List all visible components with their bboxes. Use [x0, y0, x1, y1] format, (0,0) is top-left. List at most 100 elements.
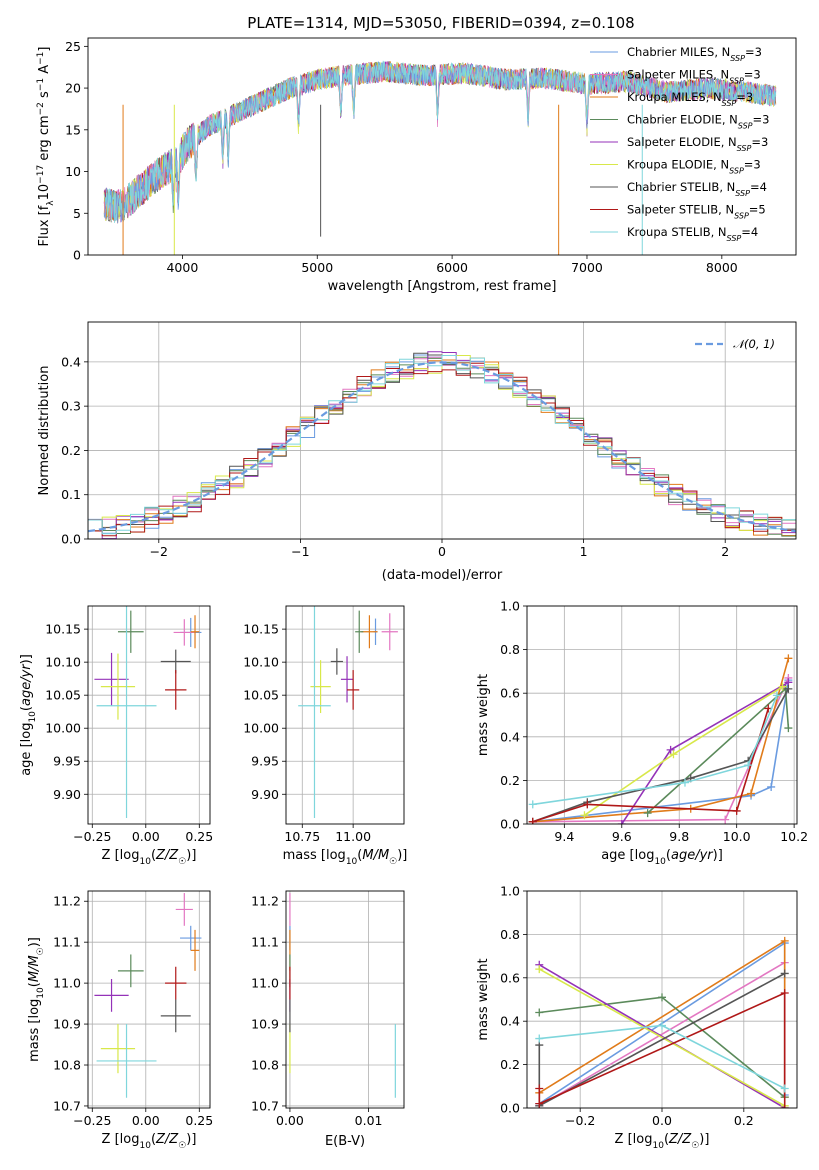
weight-vs-z-marker: [535, 965, 544, 974]
weight-vs-z-marker: [780, 1084, 789, 1093]
spectrum-xlabel: wavelength [Angstrom, rest frame]: [328, 279, 557, 294]
mass-vs-ebv-frame: [285, 890, 405, 1109]
weight-vs-age-marker: [784, 724, 793, 733]
weight-vs-age-marker: [528, 817, 537, 824]
spectrum-xtick-label: 6000: [436, 260, 468, 275]
weight-vs-z-xlabel: Z [log10(Z/Z☉)]: [615, 1132, 710, 1151]
legend-entry: Chabrier ELODIE, NSSP=3: [627, 113, 769, 131]
mass-vs-z-ytick-label: 10.9: [53, 1017, 81, 1032]
spectrum-xtick-label: 8000: [706, 260, 738, 275]
weight-vs-z-marker: [780, 1104, 789, 1108]
weight-vs-age-marker: [767, 782, 776, 791]
weight-vs-age-marker: [721, 815, 730, 824]
hist-xlabel: (data-model)/error: [382, 568, 503, 583]
age-vs-mass-ytick-label: 9.90: [251, 787, 279, 802]
weight-vs-age-xlabel: age [log10(age/yr)]: [601, 848, 723, 867]
weight-vs-age-marker: [666, 745, 675, 754]
mass-vs-ebv-ytick-label: 11.1: [251, 935, 279, 950]
weight-vs-z-ytick-label: 0.8: [500, 927, 520, 942]
residual-hist-ytick-label: 0.1: [61, 487, 81, 502]
spectrum-ytick-label: 15: [65, 122, 81, 137]
spectrum-ytick-label: 10: [65, 164, 81, 179]
mass-vs-z-ytick-label: 10.8: [53, 1058, 81, 1073]
spectrum-ytick-label: 0: [73, 248, 81, 263]
weight-vs-age-marker: [643, 809, 652, 818]
weight-vs-age-series: [532, 679, 790, 823]
weight-vs-age-series: [532, 708, 770, 823]
mass-vs-z-ytick-label: 10.7: [53, 1098, 81, 1113]
weight-vs-age-ylabel: mass weight: [476, 674, 491, 756]
age-vs-z-marks: [94, 606, 202, 819]
weight-vs-age-xtick-label: 9.6: [612, 829, 632, 844]
weight-vs-age-ytick-label: 0.0: [500, 817, 520, 832]
age-vs-z-xtick-label: −0.25: [73, 829, 111, 844]
weight-vs-age-marker: [744, 761, 753, 770]
mass-vs-z-ytick-label: 11.2: [53, 894, 81, 909]
residual-hist-xtick-label: −2: [150, 544, 168, 559]
residual-hist-xtick-label: 1: [580, 544, 588, 559]
hist-step: [88, 355, 796, 535]
weight-vs-age-ytick-label: 0.8: [500, 642, 520, 657]
age-vs-mass-ytick-label: 10.10: [243, 655, 279, 670]
mass-vs-z-ytick-label: 11.0: [53, 976, 81, 991]
legend-entry: Chabrier STELIB, NSSP=4: [627, 180, 767, 198]
weight-vs-z-xtick-label: 0.2: [734, 1113, 754, 1128]
spectrum-ytick-label: 25: [65, 39, 81, 54]
residual-hist-ytick-label: 0.0: [61, 532, 81, 547]
residual-hist-xtick-label: −1: [291, 544, 309, 559]
weight-vs-z-series: [538, 968, 786, 1107]
weight-vs-z-marker: [658, 1021, 666, 1030]
age-vs-mass-ytick-label: 9.95: [251, 754, 279, 769]
age-vs-z-ytick-label: 10.10: [45, 655, 81, 670]
weight-vs-age-series: [532, 658, 790, 823]
age-vs-mass-xlabel: mass [log10(M/M☉)]: [283, 848, 408, 867]
age-vs-mass-frame: [285, 605, 405, 825]
age-vs-z-axes: −0.25 0.00 0.25 9.90 9.95 10.00 10.05 10.10 10.1…: [19, 605, 213, 867]
age-vs-z-ytick-label: 10.05: [45, 688, 81, 703]
residual-hist-frame: [87, 321, 797, 540]
age-vs-z-ytick-label: 10.15: [45, 622, 81, 637]
mass-vs-z-xtick-label: 0.25: [185, 1113, 213, 1128]
weight-vs-z-marker: [535, 1084, 544, 1093]
age-vs-z-ytick-label: 10.00: [45, 721, 81, 736]
spectrum-xtick-label: 5000: [301, 260, 333, 275]
weight-vs-age-ytick-label: 1.0: [500, 599, 520, 614]
mass-vs-z-axes: −0.25 0.00 0.25 10.7 10.8 10.9 11.0 11.1 11.2 Z […: [27, 890, 213, 1151]
mass-vs-z-xtick-label: −0.25: [73, 1113, 111, 1128]
mass-vs-ebv-xtick-label: 0.01: [355, 1113, 383, 1128]
weight-vs-age-marker: [784, 684, 793, 693]
weight-vs-age-marker: [680, 778, 689, 787]
spectrum-line: [103, 60, 777, 224]
weight-vs-z-axes: −0.2 0.0 0.2 0.0 0.2 0.4 0.6 0.8 1.0 Z [log10(Z/Z…: [476, 884, 798, 1151]
mass-vs-ebv-ytick-label: 10.7: [251, 1098, 279, 1113]
mass-vs-ebv-marks: [289, 893, 396, 1098]
legend-entry: Kroupa MILES, NSSP=3: [627, 90, 753, 108]
weight-vs-age-xtick-label: 9.8: [669, 829, 689, 844]
weight-vs-age-marker: [583, 800, 592, 809]
residual-hist-axes: −2 −1 0 1 2 0.0 0.1 0.2 0.3 0.4 (data-model)/error…: [37, 321, 797, 583]
age-vs-z-ytick-label: 9.95: [53, 754, 81, 769]
age-vs-mass-ytick-label: 10.15: [243, 622, 279, 637]
weight-vs-z-xtick-label: −0.2: [565, 1113, 595, 1128]
spectrum-xtick-label: 4000: [166, 260, 198, 275]
legend-entry: Kroupa ELODIE, NSSP=3: [627, 158, 761, 176]
age-vs-mass-ytick-label: 10.05: [243, 688, 279, 703]
weight-vs-age-ytick-label: 0.4: [500, 729, 520, 744]
mass-vs-z-frame: [87, 890, 211, 1109]
residual-hist-xtick-label: 2: [721, 544, 729, 559]
weight-vs-age-marker: [747, 789, 756, 798]
hist-ylabel: Normed distribution: [37, 366, 52, 496]
mass-vs-z-xlabel: Z [log10(Z/Z☉)]: [102, 1132, 197, 1151]
legend-entry: Salpeter ELODIE, NSSP=3: [627, 135, 768, 153]
hist-legend-label: 𝒩(0, 1): [733, 337, 775, 351]
mass-vs-z-ylabel: mass [log10(M/M☉)]: [27, 937, 46, 1062]
weight-vs-age-series: [621, 681, 789, 824]
weight-vs-age-series: [532, 695, 778, 806]
weight-vs-age-frame: [526, 605, 798, 825]
weight-vs-age-axes: 9.4 9.6 9.8 10.0 10.2 0.0 0.2 0.4 0.6 0.8 1.0 age […: [476, 599, 808, 868]
weight-vs-age-marker: [669, 750, 678, 759]
figure-title: PLATE=1314, MJD=53050, FIBERID=0394, z=0…: [247, 14, 634, 32]
spectrum-ytick-label: 20: [65, 81, 81, 96]
legend-entry: Salpeter MILES, NSSP=3: [627, 68, 761, 86]
